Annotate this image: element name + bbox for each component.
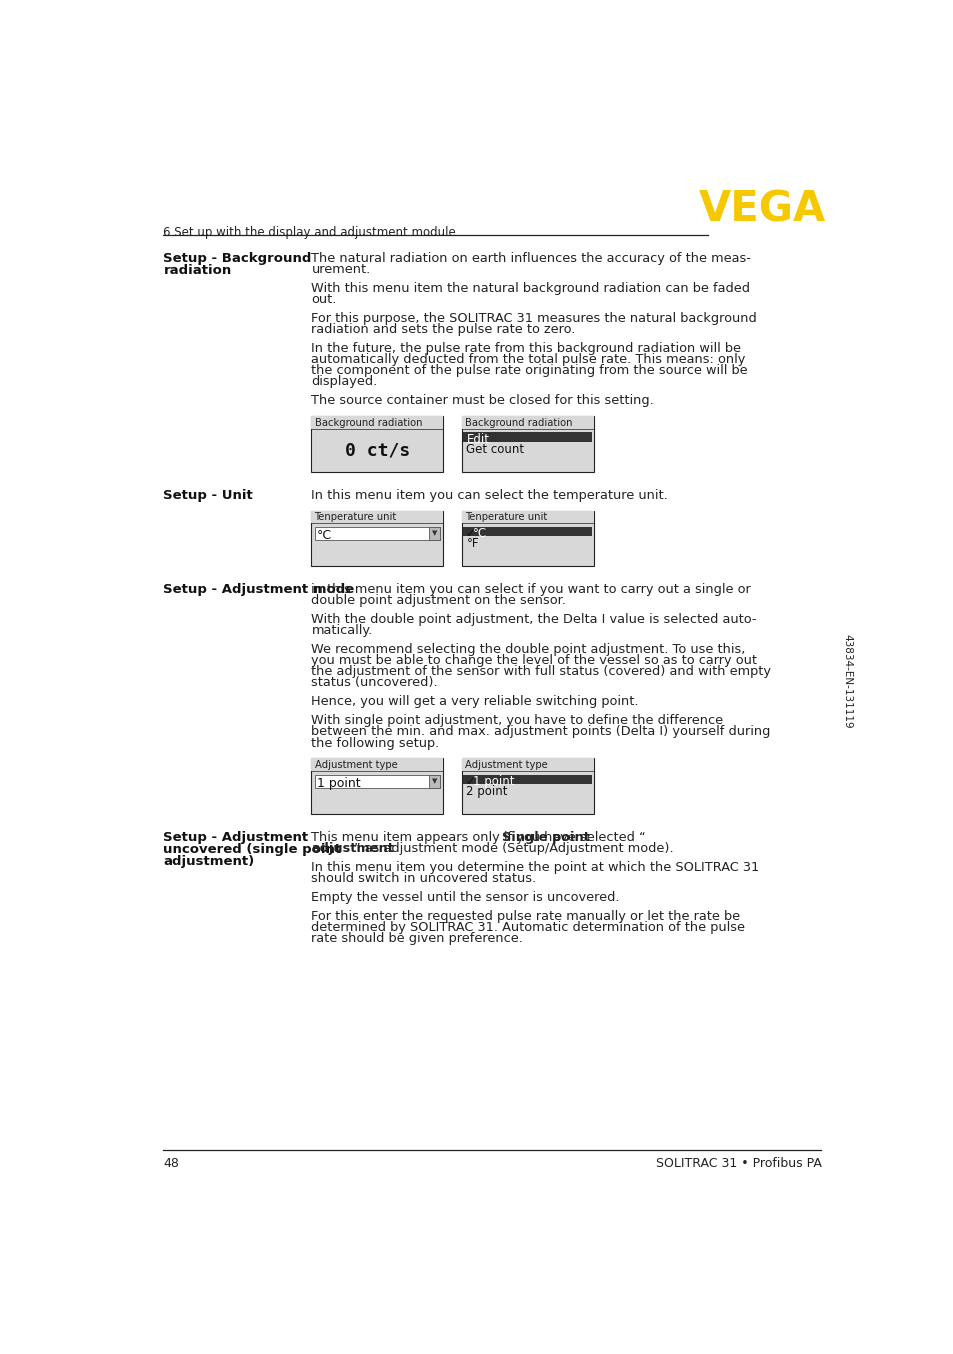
Text: Setup - Adjustment mode: Setup - Adjustment mode — [163, 584, 355, 596]
Text: The source container must be closed for this setting.: The source container must be closed for … — [311, 394, 654, 408]
Text: matically.: matically. — [311, 624, 373, 638]
Text: the component of the pulse rate originating from the source will be: the component of the pulse rate originat… — [311, 364, 747, 378]
Text: 2 point: 2 point — [466, 785, 507, 799]
Bar — [311, 416, 443, 471]
Bar — [461, 758, 593, 770]
Text: For this purpose, the SOLITRAC 31 measures the natural background: For this purpose, the SOLITRAC 31 measur… — [311, 311, 757, 325]
Text: Adjustment type: Adjustment type — [464, 760, 547, 770]
Bar — [461, 416, 593, 471]
Text: the adjustment of the sensor with full status (covered) and with empty: the adjustment of the sensor with full s… — [311, 665, 771, 678]
Text: displayed.: displayed. — [311, 375, 377, 389]
Text: Get count: Get count — [466, 443, 524, 456]
Bar — [314, 528, 439, 540]
Text: In the future, the pulse rate from this background radiation will be: In the future, the pulse rate from this … — [311, 343, 740, 355]
Text: Hence, you will get a very reliable switching point.: Hence, you will get a very reliable swit… — [311, 696, 639, 708]
Text: automatically deducted from the total pulse rate. This means: only: automatically deducted from the total pu… — [311, 353, 745, 366]
Text: adjustment): adjustment) — [163, 854, 254, 868]
Bar — [429, 776, 439, 788]
Text: out.: out. — [311, 292, 336, 306]
Text: you must be able to change the level of the vessel so as to carry out: you must be able to change the level of … — [311, 654, 757, 668]
Bar — [461, 416, 593, 428]
Text: radiation: radiation — [163, 264, 232, 276]
Text: With single point adjustment, you have to define the difference: With single point adjustment, you have t… — [311, 714, 722, 727]
Text: Background radiation: Background radiation — [464, 418, 572, 428]
Bar — [311, 416, 443, 428]
Text: 0 ct/s: 0 ct/s — [344, 441, 410, 459]
Text: With the double point adjustment, the Delta I value is selected auto-: With the double point adjustment, the De… — [311, 613, 756, 626]
Text: 48: 48 — [163, 1158, 179, 1170]
Bar — [311, 758, 443, 814]
Text: status (uncovered).: status (uncovered). — [311, 677, 437, 689]
Text: VEGA: VEGA — [698, 188, 825, 230]
Bar — [429, 528, 439, 540]
Text: ✓: ✓ — [464, 776, 475, 788]
Bar — [311, 510, 443, 566]
Bar — [461, 758, 593, 814]
Text: Tenperature unit: Tenperature unit — [314, 512, 396, 523]
Text: the following setup.: the following setup. — [311, 737, 439, 750]
Text: Adjustment type: Adjustment type — [314, 760, 396, 770]
Text: With this menu item the natural background radiation can be faded: With this menu item the natural backgrou… — [311, 282, 750, 295]
Text: Edit: Edit — [466, 433, 489, 445]
Text: uncovered (single point: uncovered (single point — [163, 842, 341, 856]
Text: 1 point: 1 point — [472, 776, 514, 788]
Text: rate should be given preference.: rate should be given preference. — [311, 932, 523, 945]
Text: This menu item appears only if you have selected “: This menu item appears only if you have … — [311, 831, 645, 844]
Text: °C: °C — [316, 529, 332, 542]
Bar — [314, 776, 439, 788]
Text: Setup - Unit: Setup - Unit — [163, 489, 253, 501]
Text: ▼: ▼ — [432, 779, 436, 784]
Text: °F: °F — [466, 538, 478, 550]
Text: SOLITRAC 31 • Profibus PA: SOLITRAC 31 • Profibus PA — [655, 1158, 821, 1170]
Text: in this menu item you can select if you want to carry out a single or: in this menu item you can select if you … — [311, 584, 750, 596]
Text: double point adjustment on the sensor.: double point adjustment on the sensor. — [311, 594, 566, 607]
Bar — [463, 432, 592, 441]
Bar — [461, 510, 593, 566]
Bar — [311, 510, 443, 523]
Text: Setup - Adjustment: Setup - Adjustment — [163, 831, 308, 844]
Text: between the min. and max. adjustment points (Delta I) yourself during: between the min. and max. adjustment poi… — [311, 726, 770, 738]
Text: should switch in uncovered status.: should switch in uncovered status. — [311, 872, 536, 886]
Text: In this menu item you can select the temperature unit.: In this menu item you can select the tem… — [311, 489, 667, 501]
Text: For this enter the requested pulse rate manually or let the rate be: For this enter the requested pulse rate … — [311, 910, 740, 923]
Bar — [463, 774, 592, 784]
Text: Empty the vessel until the sensor is uncovered.: Empty the vessel until the sensor is unc… — [311, 891, 619, 904]
Text: ✓: ✓ — [464, 528, 475, 540]
Text: 6 Set up with the display and adjustment module: 6 Set up with the display and adjustment… — [163, 226, 456, 238]
Text: adjustment: adjustment — [311, 842, 394, 854]
Text: The natural radiation on earth influences the accuracy of the meas-: The natural radiation on earth influence… — [311, 252, 751, 265]
Text: 1 point: 1 point — [316, 777, 360, 789]
Text: °C: °C — [472, 528, 486, 540]
Text: Single point: Single point — [502, 831, 590, 844]
Text: In this menu item you determine the point at which the SOLITRAC 31: In this menu item you determine the poin… — [311, 861, 759, 873]
Text: We recommend selecting the double point adjustment. To use this,: We recommend selecting the double point … — [311, 643, 745, 655]
Text: urement.: urement. — [311, 263, 371, 276]
Bar — [463, 527, 592, 536]
Text: Background radiation: Background radiation — [314, 418, 421, 428]
Text: radiation and sets the pulse rate to zero.: radiation and sets the pulse rate to zer… — [311, 324, 576, 336]
Text: ▼: ▼ — [432, 531, 436, 536]
Text: Tenperature unit: Tenperature unit — [464, 512, 547, 523]
Text: determined by SOLITRAC 31. Automatic determination of the pulse: determined by SOLITRAC 31. Automatic det… — [311, 921, 744, 934]
Bar — [461, 510, 593, 523]
Text: Setup - Background: Setup - Background — [163, 252, 312, 265]
Text: 43834-EN-131119: 43834-EN-131119 — [841, 634, 852, 728]
Bar — [311, 758, 443, 770]
Text: ” as adjustment mode (Setup/Adjustment mode).: ” as adjustment mode (Setup/Adjustment m… — [354, 842, 673, 854]
